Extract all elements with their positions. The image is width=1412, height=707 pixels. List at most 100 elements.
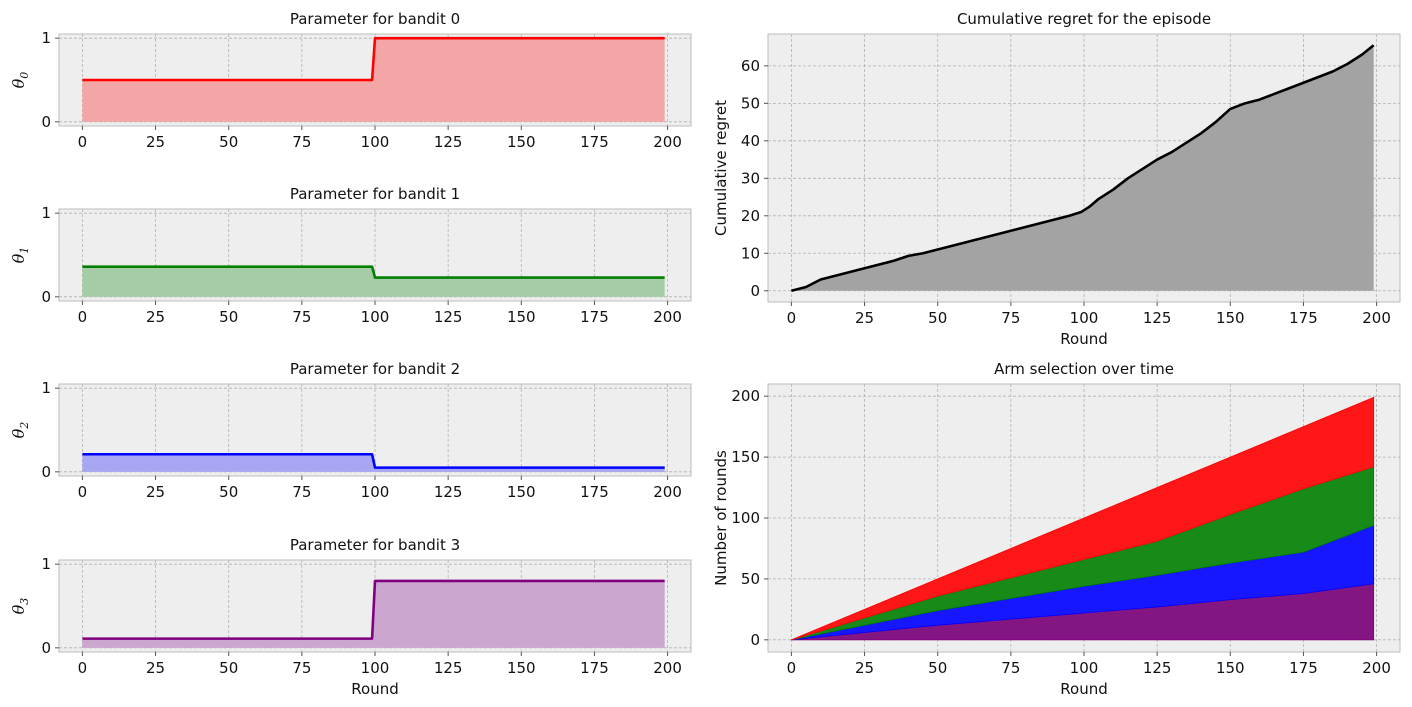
series-line — [82, 452, 665, 469]
theta-symbol: θ — [9, 604, 28, 614]
x-tick-label: 25 — [855, 659, 874, 677]
x-tick-label: 0 — [78, 483, 88, 501]
x-tick-label: 100 — [1070, 309, 1099, 327]
series-line — [82, 265, 665, 279]
chart-3: 0 25 50 75 100 125 150 175 200 0 1 Parameter for ba… — [9, 536, 692, 698]
x-tick-label: 75 — [292, 659, 311, 677]
y-tick-label: 1 — [41, 204, 51, 222]
x-tick-label: 200 — [653, 308, 682, 326]
y-tick-label: 0 — [41, 463, 51, 481]
y-axis-label: θ2 — [9, 422, 31, 439]
x-tick-label: 150 — [1216, 659, 1245, 677]
x-tick-label: 100 — [361, 308, 390, 326]
y-axis-label: θ3 — [9, 598, 31, 615]
x-axis-label: Round — [1060, 680, 1107, 698]
y-axis-label: θ1 — [9, 247, 31, 264]
y-tick-label: 0 — [41, 288, 51, 306]
y-tick-label: 0 — [41, 639, 51, 657]
y-tick-label: 0 — [750, 631, 760, 649]
x-axis-label: Round — [351, 680, 398, 698]
y-tick-label: 150 — [731, 448, 760, 466]
x-tick-label: 50 — [928, 659, 947, 677]
theta-symbol: θ — [9, 428, 28, 438]
chart-2: 0 25 50 75 100 125 150 175 200 0 1 Parameter for ba… — [9, 360, 692, 501]
theta-subscript: 0 — [18, 72, 31, 79]
area-fill — [791, 45, 1374, 291]
x-tick-label: 150 — [507, 308, 536, 326]
area-fill — [82, 266, 665, 297]
x-tick-label: 150 — [507, 133, 536, 151]
chart-title: Parameter for bandit 1 — [290, 185, 460, 203]
x-tick-label: 100 — [361, 659, 390, 677]
x-tick-label: 50 — [219, 308, 238, 326]
x-tick-label: 125 — [434, 133, 463, 151]
theta-symbol: θ — [9, 78, 28, 88]
y-tick-label: 1 — [41, 379, 51, 397]
theta-subscript: 3 — [18, 598, 31, 605]
x-tick-label: 75 — [1001, 309, 1020, 327]
y-tick-label: 1 — [41, 29, 51, 47]
y-tick-label: 30 — [741, 169, 760, 187]
chart-4: 0 25 50 75 100 125 150 175 200 0 10 20 30 40 50 60 Cumul… — [712, 10, 1401, 348]
area-fill — [82, 38, 665, 122]
y-tick-label: 100 — [731, 509, 760, 527]
y-tick-label: 10 — [741, 244, 760, 262]
x-tick-label: 175 — [580, 308, 609, 326]
x-tick-label: 25 — [146, 483, 165, 501]
y-tick-label: 1 — [41, 555, 51, 573]
chart-0: 0 25 50 75 100 125 150 175 200 0 1 Parameter for ba… — [9, 10, 692, 151]
x-tick-label: 175 — [1289, 659, 1318, 677]
chart-5: 0 25 50 75 100 125 150 175 200 0 50 100 150 200 Arm se… — [712, 360, 1401, 698]
x-tick-label: 0 — [787, 309, 797, 327]
x-tick-label: 25 — [146, 659, 165, 677]
x-tick-label: 100 — [1070, 659, 1099, 677]
y-tick-label: 0 — [750, 282, 760, 300]
x-tick-label: 50 — [219, 133, 238, 151]
x-axis-label: Round — [1060, 330, 1107, 348]
y-tick-label: 20 — [741, 207, 760, 225]
series-line — [82, 579, 665, 640]
x-tick-label: 125 — [1143, 309, 1172, 327]
x-tick-label: 150 — [507, 659, 536, 677]
stacked-area-series-3 — [791, 396, 1375, 641]
y-tick-label: 40 — [741, 132, 760, 150]
x-tick-label: 75 — [292, 133, 311, 151]
x-tick-label: 100 — [361, 133, 390, 151]
x-tick-label: 50 — [219, 659, 238, 677]
x-tick-label: 175 — [580, 483, 609, 501]
x-tick-label: 0 — [78, 308, 88, 326]
y-axis-label: Number of rounds — [712, 450, 730, 586]
x-tick-label: 200 — [653, 133, 682, 151]
y-tick-label: 0 — [41, 113, 51, 131]
x-tick-label: 0 — [78, 659, 88, 677]
x-tick-label: 200 — [1362, 659, 1391, 677]
chart-title: Parameter for bandit 3 — [290, 536, 460, 554]
x-tick-label: 75 — [292, 483, 311, 501]
series-line — [791, 44, 1375, 293]
chart-title: Parameter for bandit 2 — [290, 360, 460, 378]
x-tick-label: 125 — [434, 483, 463, 501]
x-tick-label: 175 — [580, 133, 609, 151]
x-tick-label: 25 — [855, 309, 874, 327]
theta-subscript: 1 — [18, 247, 31, 254]
x-tick-label: 50 — [219, 483, 238, 501]
x-tick-label: 125 — [434, 308, 463, 326]
theta-symbol: θ — [9, 253, 28, 263]
chart-title: Arm selection over time — [994, 360, 1174, 378]
x-tick-label: 0 — [787, 659, 797, 677]
x-tick-label: 0 — [78, 133, 88, 151]
x-tick-label: 25 — [146, 133, 165, 151]
x-tick-label: 25 — [146, 308, 165, 326]
y-tick-label: 60 — [741, 57, 760, 75]
x-tick-label: 75 — [1001, 659, 1020, 677]
x-tick-label: 150 — [1216, 309, 1245, 327]
x-tick-label: 150 — [507, 483, 536, 501]
x-tick-label: 125 — [1143, 659, 1172, 677]
chart-title: Cumulative regret for the episode — [957, 10, 1211, 28]
x-tick-label: 100 — [361, 483, 390, 501]
x-tick-label: 200 — [1362, 309, 1391, 327]
y-tick-label: 200 — [731, 387, 760, 405]
y-tick-label: 50 — [741, 570, 760, 588]
y-tick-label: 50 — [741, 94, 760, 112]
